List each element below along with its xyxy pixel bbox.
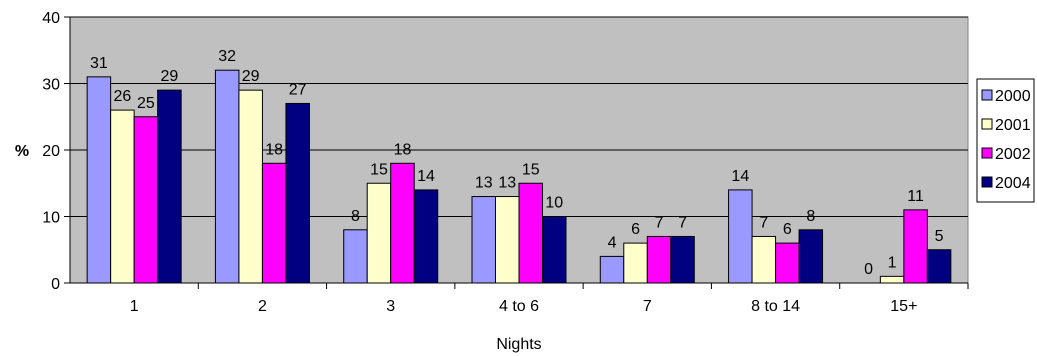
data-label: 8: [351, 208, 360, 225]
bar-2002-4-to-6: [518, 182, 543, 284]
bar-2001-15+: [879, 275, 905, 284]
bar-2000-4-to-6: [471, 196, 496, 284]
bar-2001-7: [623, 242, 648, 284]
legend-label-2001: 2001: [995, 117, 1031, 134]
x-tick-label: 4 to 6: [499, 298, 539, 315]
data-label: 0: [864, 261, 873, 278]
data-label: 31: [90, 55, 108, 72]
data-label: 10: [545, 195, 563, 212]
data-label: 11: [907, 188, 924, 205]
bar-2002-3: [390, 162, 415, 284]
bar-2000-3: [343, 229, 368, 284]
bar-2000-7: [599, 255, 625, 284]
legend-label-2002: 2002: [995, 146, 1031, 163]
legend-swatch-2000: [981, 89, 993, 101]
y-tick-label: 20: [42, 143, 60, 160]
x-tick-label: 3: [386, 298, 395, 315]
bar-2004-3: [413, 189, 439, 284]
data-label: 27: [289, 81, 307, 98]
bar-2004-2: [285, 102, 310, 284]
legend: 2000 2001 2002 2004: [976, 78, 1035, 203]
bars: [86, 69, 952, 284]
data-label: 4: [608, 234, 617, 251]
y-tick-label: 40: [42, 10, 60, 27]
data-label: 14: [731, 168, 749, 185]
bar-2001-1: [110, 109, 135, 284]
data-label: 7: [759, 214, 768, 231]
data-label: 25: [137, 95, 155, 112]
bar-2001-3: [366, 182, 392, 284]
data-label: 13: [475, 175, 493, 192]
data-label: 14: [417, 168, 435, 185]
data-label: 5: [935, 228, 944, 245]
x-tick-label: 8 to 14: [751, 298, 800, 315]
bar-2000-2: [214, 69, 240, 284]
data-label: 6: [631, 221, 640, 238]
x-tick-label: 2: [258, 298, 267, 315]
bar-2004-1: [157, 89, 182, 284]
data-label: 15: [370, 161, 388, 178]
bar-2000-1: [86, 76, 112, 284]
legend-swatch-2004: [981, 176, 993, 188]
bar-2001-4-to-6: [495, 196, 520, 284]
data-label: 18: [265, 141, 283, 158]
data-label: 6: [783, 221, 792, 238]
data-label: 29: [160, 68, 178, 85]
x-axis-label: Nights: [496, 336, 541, 353]
y-tick-labels: 0 10 20 30 40: [42, 10, 60, 293]
bar-2001-8-to-14: [751, 235, 777, 284]
bar-2001-2: [238, 89, 263, 284]
bar-2002-1: [133, 116, 159, 284]
bar-2004-4-to-6: [542, 216, 567, 284]
data-label: 26: [113, 88, 131, 105]
x-tick-labels: 1 2 3 4 to 6 7 8 to 14 15+: [130, 298, 918, 315]
y-tick-label: 30: [42, 77, 60, 94]
bar-2004-8-to-14: [798, 229, 824, 284]
y-tick-label: 10: [42, 210, 60, 227]
bar-2002-8-to-14: [775, 242, 800, 284]
axes: [64, 16, 969, 289]
bar-2002-15+: [903, 209, 928, 284]
bar-2002-7: [646, 235, 672, 284]
data-label: 13: [498, 175, 516, 192]
bar-2004-15+: [926, 249, 952, 284]
x-tick-label: 1: [130, 298, 139, 315]
data-label: 29: [242, 68, 260, 85]
legend-swatch-2002: [981, 147, 993, 159]
data-label: 1: [888, 254, 897, 271]
data-label: 15: [522, 161, 540, 178]
x-tick-label: 7: [643, 298, 652, 315]
y-axis-label: %: [15, 143, 29, 160]
legend-label-2000: 2000: [995, 88, 1031, 105]
bar-2000-8-to-14: [728, 189, 753, 284]
legend-swatch-2001: [981, 118, 993, 130]
bar-2004-7: [670, 235, 695, 284]
x-tick-label: 15+: [890, 298, 917, 315]
data-label: 7: [655, 214, 664, 231]
data-label: 7: [678, 214, 687, 231]
bar-2002-2: [261, 162, 287, 284]
legend-label-2004: 2004: [995, 175, 1031, 192]
data-label: 8: [806, 208, 815, 225]
y-tick-label: 0: [51, 276, 60, 293]
data-label: 32: [218, 48, 236, 65]
data-label: 18: [394, 141, 412, 158]
